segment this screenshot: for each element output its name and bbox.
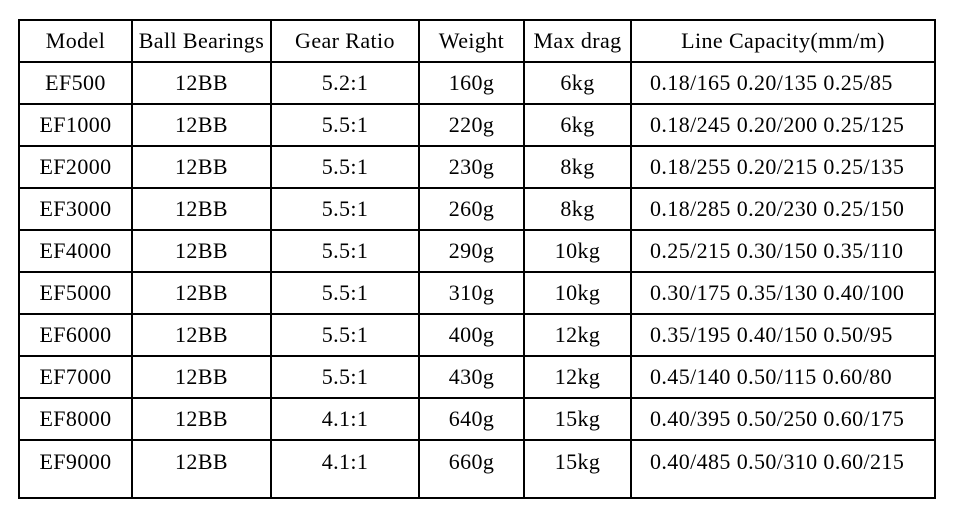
cell-gear-ratio: 5.5:1	[270, 145, 420, 189]
cell-weight: 660g	[418, 439, 525, 499]
cell-line-capacity: 0.30/175 0.35/130 0.40/100	[630, 271, 936, 315]
cell-ball-bearings: 12BB	[131, 61, 272, 105]
cell-ball-bearings: 12BB	[131, 313, 272, 357]
header-cell-weight: Weight	[418, 19, 525, 63]
cell-gear-ratio: 5.2:1	[270, 61, 420, 105]
cell-gear-ratio: 5.5:1	[270, 103, 420, 147]
cell-weight: 640g	[418, 397, 525, 441]
header-cell-gear-ratio: Gear Ratio	[270, 19, 420, 63]
cell-max-drag: 8kg	[523, 145, 632, 189]
cell-weight: 260g	[418, 187, 525, 231]
cell-ball-bearings: 12BB	[131, 355, 272, 399]
cell-gear-ratio: 5.5:1	[270, 355, 420, 399]
table-row: EF6000 12BB 5.5:1 400g 12kg 0.35/195 0.4…	[18, 313, 936, 357]
cell-max-drag: 6kg	[523, 61, 632, 105]
cell-weight: 160g	[418, 61, 525, 105]
cell-weight: 430g	[418, 355, 525, 399]
cell-model: EF1000	[18, 103, 133, 147]
cell-weight: 400g	[418, 313, 525, 357]
cell-ball-bearings: 12BB	[131, 271, 272, 315]
cell-gear-ratio: 4.1:1	[270, 439, 420, 499]
cell-model: EF6000	[18, 313, 133, 357]
cell-max-drag: 15kg	[523, 397, 632, 441]
cell-weight: 220g	[418, 103, 525, 147]
cell-line-capacity: 0.40/395 0.50/250 0.60/175	[630, 397, 936, 441]
table-row: EF7000 12BB 5.5:1 430g 12kg 0.45/140 0.5…	[18, 355, 936, 399]
cell-ball-bearings: 12BB	[131, 187, 272, 231]
table-row: EF500 12BB 5.2:1 160g 6kg 0.18/165 0.20/…	[18, 61, 936, 105]
table-row: EF8000 12BB 4.1:1 640g 15kg 0.40/395 0.5…	[18, 397, 936, 441]
cell-model: EF9000	[18, 439, 133, 499]
cell-gear-ratio: 5.5:1	[270, 229, 420, 273]
cell-ball-bearings: 12BB	[131, 145, 272, 189]
header-cell-max-drag: Max drag	[523, 19, 632, 63]
cell-line-capacity: 0.18/245 0.20/200 0.25/125	[630, 103, 936, 147]
cell-max-drag: 10kg	[523, 229, 632, 273]
cell-max-drag: 8kg	[523, 187, 632, 231]
cell-line-capacity: 0.18/285 0.20/230 0.25/150	[630, 187, 936, 231]
cell-model: EF2000	[18, 145, 133, 189]
cell-line-capacity: 0.40/485 0.50/310 0.60/215	[630, 439, 936, 499]
cell-line-capacity: 0.45/140 0.50/115 0.60/80	[630, 355, 936, 399]
cell-max-drag: 6kg	[523, 103, 632, 147]
cell-ball-bearings: 12BB	[131, 229, 272, 273]
table-row: EF9000 12BB 4.1:1 660g 15kg 0.40/485 0.5…	[18, 439, 936, 499]
cell-model: EF7000	[18, 355, 133, 399]
cell-model: EF500	[18, 61, 133, 105]
table-row: EF4000 12BB 5.5:1 290g 10kg 0.25/215 0.3…	[18, 229, 936, 273]
cell-ball-bearings: 12BB	[131, 397, 272, 441]
header-cell-ball-bearings: Ball Bearings	[131, 19, 272, 63]
cell-line-capacity: 0.18/165 0.20/135 0.25/85	[630, 61, 936, 105]
cell-line-capacity: 0.18/255 0.20/215 0.25/135	[630, 145, 936, 189]
cell-max-drag: 12kg	[523, 313, 632, 357]
cell-model: EF5000	[18, 271, 133, 315]
cell-max-drag: 15kg	[523, 439, 632, 499]
cell-max-drag: 10kg	[523, 271, 632, 315]
table-row: EF5000 12BB 5.5:1 310g 10kg 0.30/175 0.3…	[18, 271, 936, 315]
cell-gear-ratio: 4.1:1	[270, 397, 420, 441]
cell-model: EF4000	[18, 229, 133, 273]
header-row: Model Ball Bearings Gear Ratio Weight Ma…	[18, 19, 936, 63]
cell-weight: 310g	[418, 271, 525, 315]
cell-weight: 230g	[418, 145, 525, 189]
table-row: EF3000 12BB 5.5:1 260g 8kg 0.18/285 0.20…	[18, 187, 936, 231]
cell-ball-bearings: 12BB	[131, 103, 272, 147]
cell-line-capacity: 0.25/215 0.30/150 0.35/110	[630, 229, 936, 273]
header-cell-line-capacity: Line Capacity(mm/m)	[630, 19, 936, 63]
cell-max-drag: 12kg	[523, 355, 632, 399]
table-row: EF1000 12BB 5.5:1 220g 6kg 0.18/245 0.20…	[18, 103, 936, 147]
table-row: EF2000 12BB 5.5:1 230g 8kg 0.18/255 0.20…	[18, 145, 936, 189]
cell-gear-ratio: 5.5:1	[270, 313, 420, 357]
header-cell-model: Model	[18, 19, 133, 63]
cell-gear-ratio: 5.5:1	[270, 187, 420, 231]
cell-model: EF3000	[18, 187, 133, 231]
cell-weight: 290g	[418, 229, 525, 273]
spec-table: Model Ball Bearings Gear Ratio Weight Ma…	[18, 19, 936, 499]
cell-ball-bearings: 12BB	[131, 439, 272, 499]
cell-model: EF8000	[18, 397, 133, 441]
cell-line-capacity: 0.35/195 0.40/150 0.50/95	[630, 313, 936, 357]
cell-gear-ratio: 5.5:1	[270, 271, 420, 315]
